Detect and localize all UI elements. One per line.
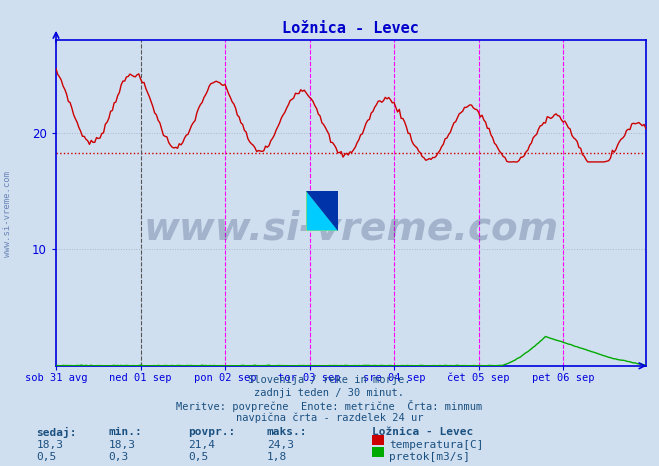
Text: navpična črta - razdelek 24 ur: navpična črta - razdelek 24 ur	[236, 413, 423, 424]
Text: povpr.:: povpr.:	[188, 427, 235, 437]
Text: 21,4: 21,4	[188, 440, 215, 450]
Text: sedaj:: sedaj:	[36, 427, 76, 439]
Text: Meritve: povprečne  Enote: metrične  Črta: minmum: Meritve: povprečne Enote: metrične Črta:…	[177, 400, 482, 412]
Text: temperatura[C]: temperatura[C]	[389, 440, 483, 450]
Text: Slovenija / reke in morje.: Slovenija / reke in morje.	[248, 375, 411, 385]
Polygon shape	[306, 191, 338, 231]
Polygon shape	[306, 191, 338, 231]
Text: pretok[m3/s]: pretok[m3/s]	[389, 452, 470, 462]
Text: www.si-vreme.com: www.si-vreme.com	[3, 171, 13, 257]
Text: 18,3: 18,3	[109, 440, 136, 450]
Text: min.:: min.:	[109, 427, 142, 437]
Text: 18,3: 18,3	[36, 440, 63, 450]
Text: 0,3: 0,3	[109, 452, 129, 462]
Text: 1,8: 1,8	[267, 452, 287, 462]
Text: 0,5: 0,5	[36, 452, 57, 462]
Text: Ložnica - Levec: Ložnica - Levec	[372, 427, 474, 437]
Text: 24,3: 24,3	[267, 440, 294, 450]
Text: maks.:: maks.:	[267, 427, 307, 437]
Title: Ložnica - Levec: Ložnica - Levec	[283, 21, 419, 36]
Text: zadnji teden / 30 minut.: zadnji teden / 30 minut.	[254, 388, 405, 397]
Text: www.si-vreme.com: www.si-vreme.com	[143, 210, 559, 248]
Text: 0,5: 0,5	[188, 452, 208, 462]
